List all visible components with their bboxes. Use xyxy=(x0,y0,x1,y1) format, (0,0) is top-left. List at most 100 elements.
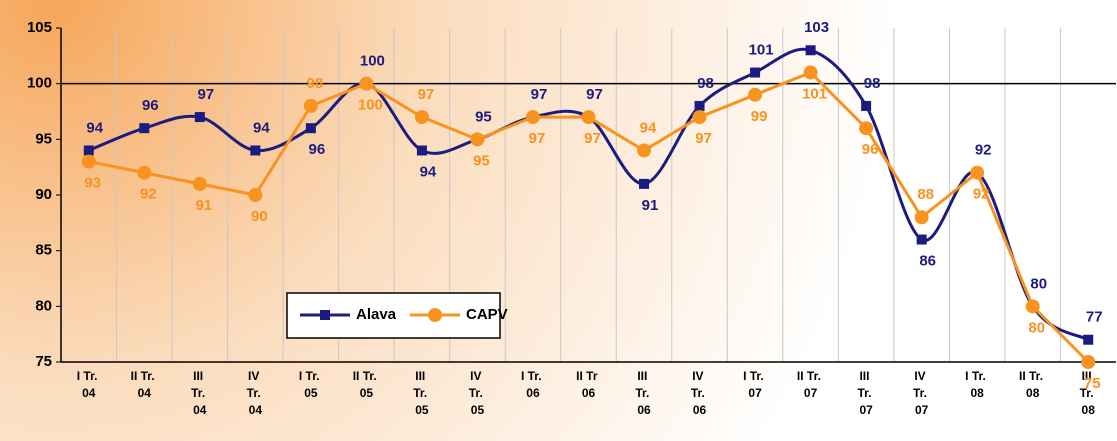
data-label: 97 xyxy=(695,130,712,147)
legend-marker xyxy=(320,310,330,320)
data-label: 94 xyxy=(253,119,270,136)
marker xyxy=(694,100,705,111)
y-tick-label: 75 xyxy=(35,353,52,370)
data-label: 103 xyxy=(804,19,829,36)
data-label: 91 xyxy=(642,197,659,214)
y-tick-label: 105 xyxy=(27,19,52,36)
data-label: 99 xyxy=(751,108,768,125)
x-tick-label: I Tr. 06 xyxy=(521,369,545,400)
marker xyxy=(81,154,96,169)
data-label: 95 xyxy=(473,152,490,169)
marker xyxy=(359,76,374,91)
marker xyxy=(805,45,816,56)
marker xyxy=(416,145,427,156)
marker xyxy=(248,188,263,202)
data-label: 80 xyxy=(1028,319,1045,336)
x-tick-label: II Tr 06 xyxy=(576,369,601,400)
x-tick-label: III Tr. 08 xyxy=(1080,369,1097,417)
data-label: 77 xyxy=(1086,309,1103,326)
marker xyxy=(414,110,429,125)
x-tick-label: III Tr. 05 xyxy=(413,369,430,417)
x-tick-label: II Tr. 04 xyxy=(131,369,158,400)
data-label: 100 xyxy=(360,53,385,70)
x-tick-label: I Tr. 08 xyxy=(965,369,989,400)
marker xyxy=(861,100,872,111)
data-label: 93 xyxy=(84,175,101,192)
marker xyxy=(692,110,707,125)
data-label: 75 xyxy=(1084,375,1101,392)
marker xyxy=(1025,299,1040,314)
marker xyxy=(525,110,540,125)
x-tick-label: I Tr. 05 xyxy=(299,369,323,400)
data-label: 96 xyxy=(862,141,879,158)
data-label: 97 xyxy=(586,86,603,103)
data-label: 94 xyxy=(640,119,657,136)
marker xyxy=(194,112,205,123)
data-label: 101 xyxy=(802,86,827,103)
marker xyxy=(303,98,318,113)
data-label: 88 xyxy=(917,186,934,203)
marker xyxy=(139,123,150,134)
marker xyxy=(581,110,596,125)
marker xyxy=(637,143,652,158)
x-tick-label: IV Tr. 06 xyxy=(691,369,708,417)
marker xyxy=(803,65,818,80)
x-tick-label: III Tr. 06 xyxy=(635,369,652,417)
data-label: 90 xyxy=(251,208,268,225)
marker xyxy=(137,165,152,180)
marker xyxy=(250,145,261,156)
marker xyxy=(83,145,94,156)
data-label: 86 xyxy=(919,253,936,270)
data-label: 97 xyxy=(197,86,214,103)
marker xyxy=(470,132,485,147)
data-label: 96 xyxy=(142,97,159,114)
y-tick-label: 80 xyxy=(35,297,52,314)
legend: Alava CAPV xyxy=(286,292,508,339)
data-label: 80 xyxy=(1030,275,1047,292)
data-label: 97 xyxy=(584,130,601,147)
y-tick-label: 85 xyxy=(35,242,52,259)
data-label: 98 xyxy=(307,75,324,92)
x-tick-label: III Tr. 07 xyxy=(857,369,874,417)
x-tick-label: III Tr. 04 xyxy=(191,369,208,417)
marker xyxy=(748,87,763,102)
data-label: 98 xyxy=(864,75,881,92)
marker xyxy=(1081,355,1096,369)
marker xyxy=(970,165,985,180)
marker xyxy=(305,123,316,134)
x-tick-label: II Tr. 07 xyxy=(797,369,824,400)
data-label: 95 xyxy=(475,108,492,125)
marker xyxy=(859,121,874,136)
marker xyxy=(914,210,929,225)
data-label: 97 xyxy=(529,130,546,147)
x-tick-label: IV Tr. 04 xyxy=(247,369,264,417)
series-line xyxy=(88,47,1090,342)
data-label: 91 xyxy=(195,197,212,214)
data-label: 100 xyxy=(358,97,383,114)
data-label: 92 xyxy=(973,186,990,203)
x-tick-label: II Tr. 08 xyxy=(1019,369,1046,400)
marker xyxy=(1083,334,1094,345)
data-label: 92 xyxy=(140,186,157,203)
data-label: 92 xyxy=(975,142,992,159)
marker xyxy=(750,67,761,78)
marker xyxy=(192,176,207,191)
data-label: 97 xyxy=(418,86,435,103)
data-label: 101 xyxy=(749,42,774,59)
marker xyxy=(916,234,927,245)
data-label: 97 xyxy=(531,86,548,103)
data-label: 94 xyxy=(420,163,437,180)
data-label: 96 xyxy=(309,141,326,158)
data-label: 98 xyxy=(697,75,714,92)
x-tick-label: II Tr. 05 xyxy=(353,369,380,400)
y-tick-label: 100 xyxy=(27,75,52,92)
x-tick-label: I Tr. 07 xyxy=(743,369,767,400)
legend-marker xyxy=(428,308,442,322)
data-label: 94 xyxy=(86,119,103,136)
y-tick-label: 95 xyxy=(35,130,52,147)
x-tick-label: IV Tr. 07 xyxy=(913,369,930,417)
legend-label: CAPV xyxy=(466,306,508,323)
